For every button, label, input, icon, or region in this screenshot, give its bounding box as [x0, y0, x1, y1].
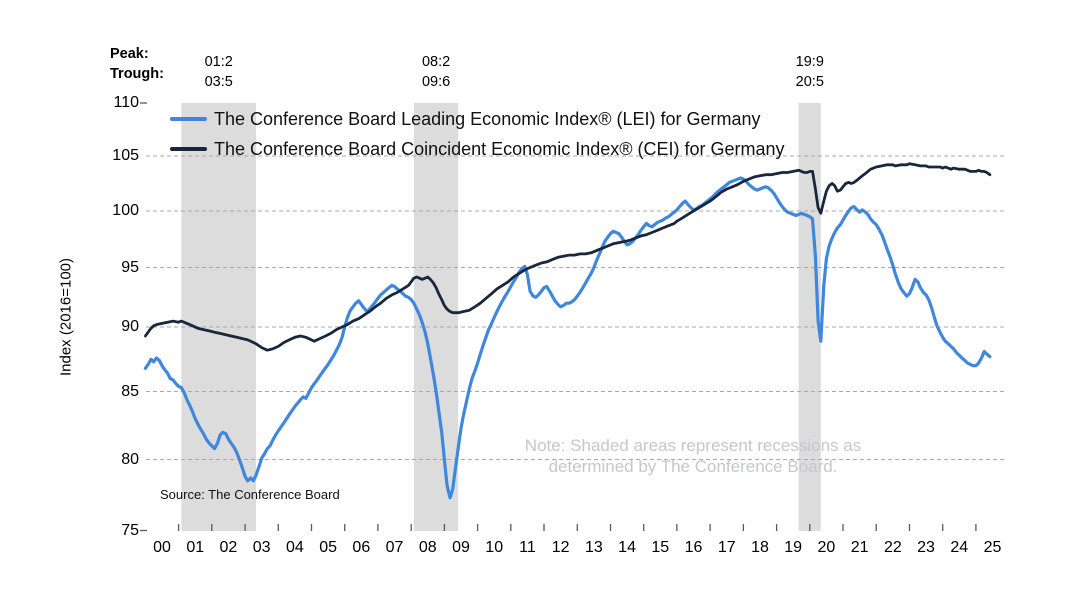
cei-line-swatch	[170, 147, 207, 151]
x-axis-label: 23	[917, 539, 935, 556]
x-axis-label: 00	[153, 539, 171, 556]
y-axis-label: 75	[121, 521, 139, 539]
x-axis-label: 12	[551, 539, 570, 556]
x-axis-label: 10	[485, 539, 504, 556]
y-axis-label: 110	[113, 94, 139, 111]
legend-label-lei: The Conference Board Leading Economic In…	[214, 108, 761, 129]
recession-peak-date: 08:2	[421, 54, 451, 70]
x-axis-label: 01	[186, 539, 205, 556]
x-axis-label: 25	[983, 539, 1002, 556]
recession-date-group: 19:9 20:5	[780, 52, 840, 92]
recession-peak-date: 01:2	[204, 54, 233, 70]
legend-item-cei: The Conference Board Coincident Economic…	[170, 134, 785, 164]
x-axis-label: 14	[618, 539, 636, 556]
note-line-1: Note: Shaded areas represent recessions …	[524, 436, 862, 455]
y-axis-title: Index (2016=100)	[57, 257, 75, 377]
y-axis-label: 80	[121, 450, 139, 468]
y-axis-label: 85	[121, 382, 139, 400]
x-axis-label: 15	[651, 539, 670, 556]
x-axis-label: 21	[850, 539, 869, 556]
x-axis-label: 24	[950, 539, 969, 556]
source-text: Source: The Conference Board	[160, 487, 340, 502]
trough-row-label: Trough:	[110, 66, 164, 82]
x-axis-label: 17	[717, 539, 736, 556]
x-axis-label: 05	[319, 539, 337, 556]
x-axis-label: 02	[219, 539, 238, 556]
x-axis-label: 04	[285, 539, 304, 556]
x-axis-label: 16	[684, 539, 703, 556]
x-axis-label: 20	[817, 539, 836, 556]
note-line-2: determined by The Conference Board.	[548, 457, 838, 476]
y-axis-label: 90	[121, 318, 139, 335]
x-axis-label: 08	[418, 539, 437, 556]
x-axis-label: 22	[883, 539, 902, 556]
peak-row-label: Peak:	[110, 46, 149, 62]
legend-item-lei: The Conference Board Leading Economic In…	[170, 104, 785, 134]
note-text: Note: Shaded areas represent recessions …	[525, 435, 861, 477]
x-axis-label: 13	[584, 539, 603, 556]
recession-band	[181, 103, 257, 531]
y-axis-label: 100	[112, 202, 139, 219]
x-axis-label: 11	[519, 539, 536, 556]
recession-trough-date: 20:5	[795, 74, 824, 90]
x-axis-label: 19	[784, 539, 803, 556]
cei-line	[143, 162, 992, 352]
recession-peak-date: 19:9	[795, 54, 824, 70]
recession-band	[798, 103, 821, 531]
lei-line	[143, 176, 992, 500]
y-axis-label: 95	[121, 258, 139, 276]
recession-date-group: 08:2 09:6	[406, 52, 466, 92]
x-axis-label: 06	[352, 539, 371, 556]
recession-trough-date: 03:5	[204, 74, 233, 90]
recession-date-group: 01:2 03:5	[189, 52, 249, 92]
legend-label-cei: The Conference Board Coincident Economic…	[214, 138, 785, 159]
x-axis-label: 18	[751, 539, 769, 556]
recession-trough-date: 09:6	[421, 74, 451, 90]
x-axis-label: 09	[452, 539, 470, 556]
x-axis-label: 03	[252, 539, 271, 556]
x-axis-label: 07	[385, 539, 404, 556]
legend: The Conference Board Leading Economic In…	[170, 104, 785, 164]
lei-line-swatch	[170, 117, 207, 121]
y-axis-label: 105	[112, 147, 139, 164]
